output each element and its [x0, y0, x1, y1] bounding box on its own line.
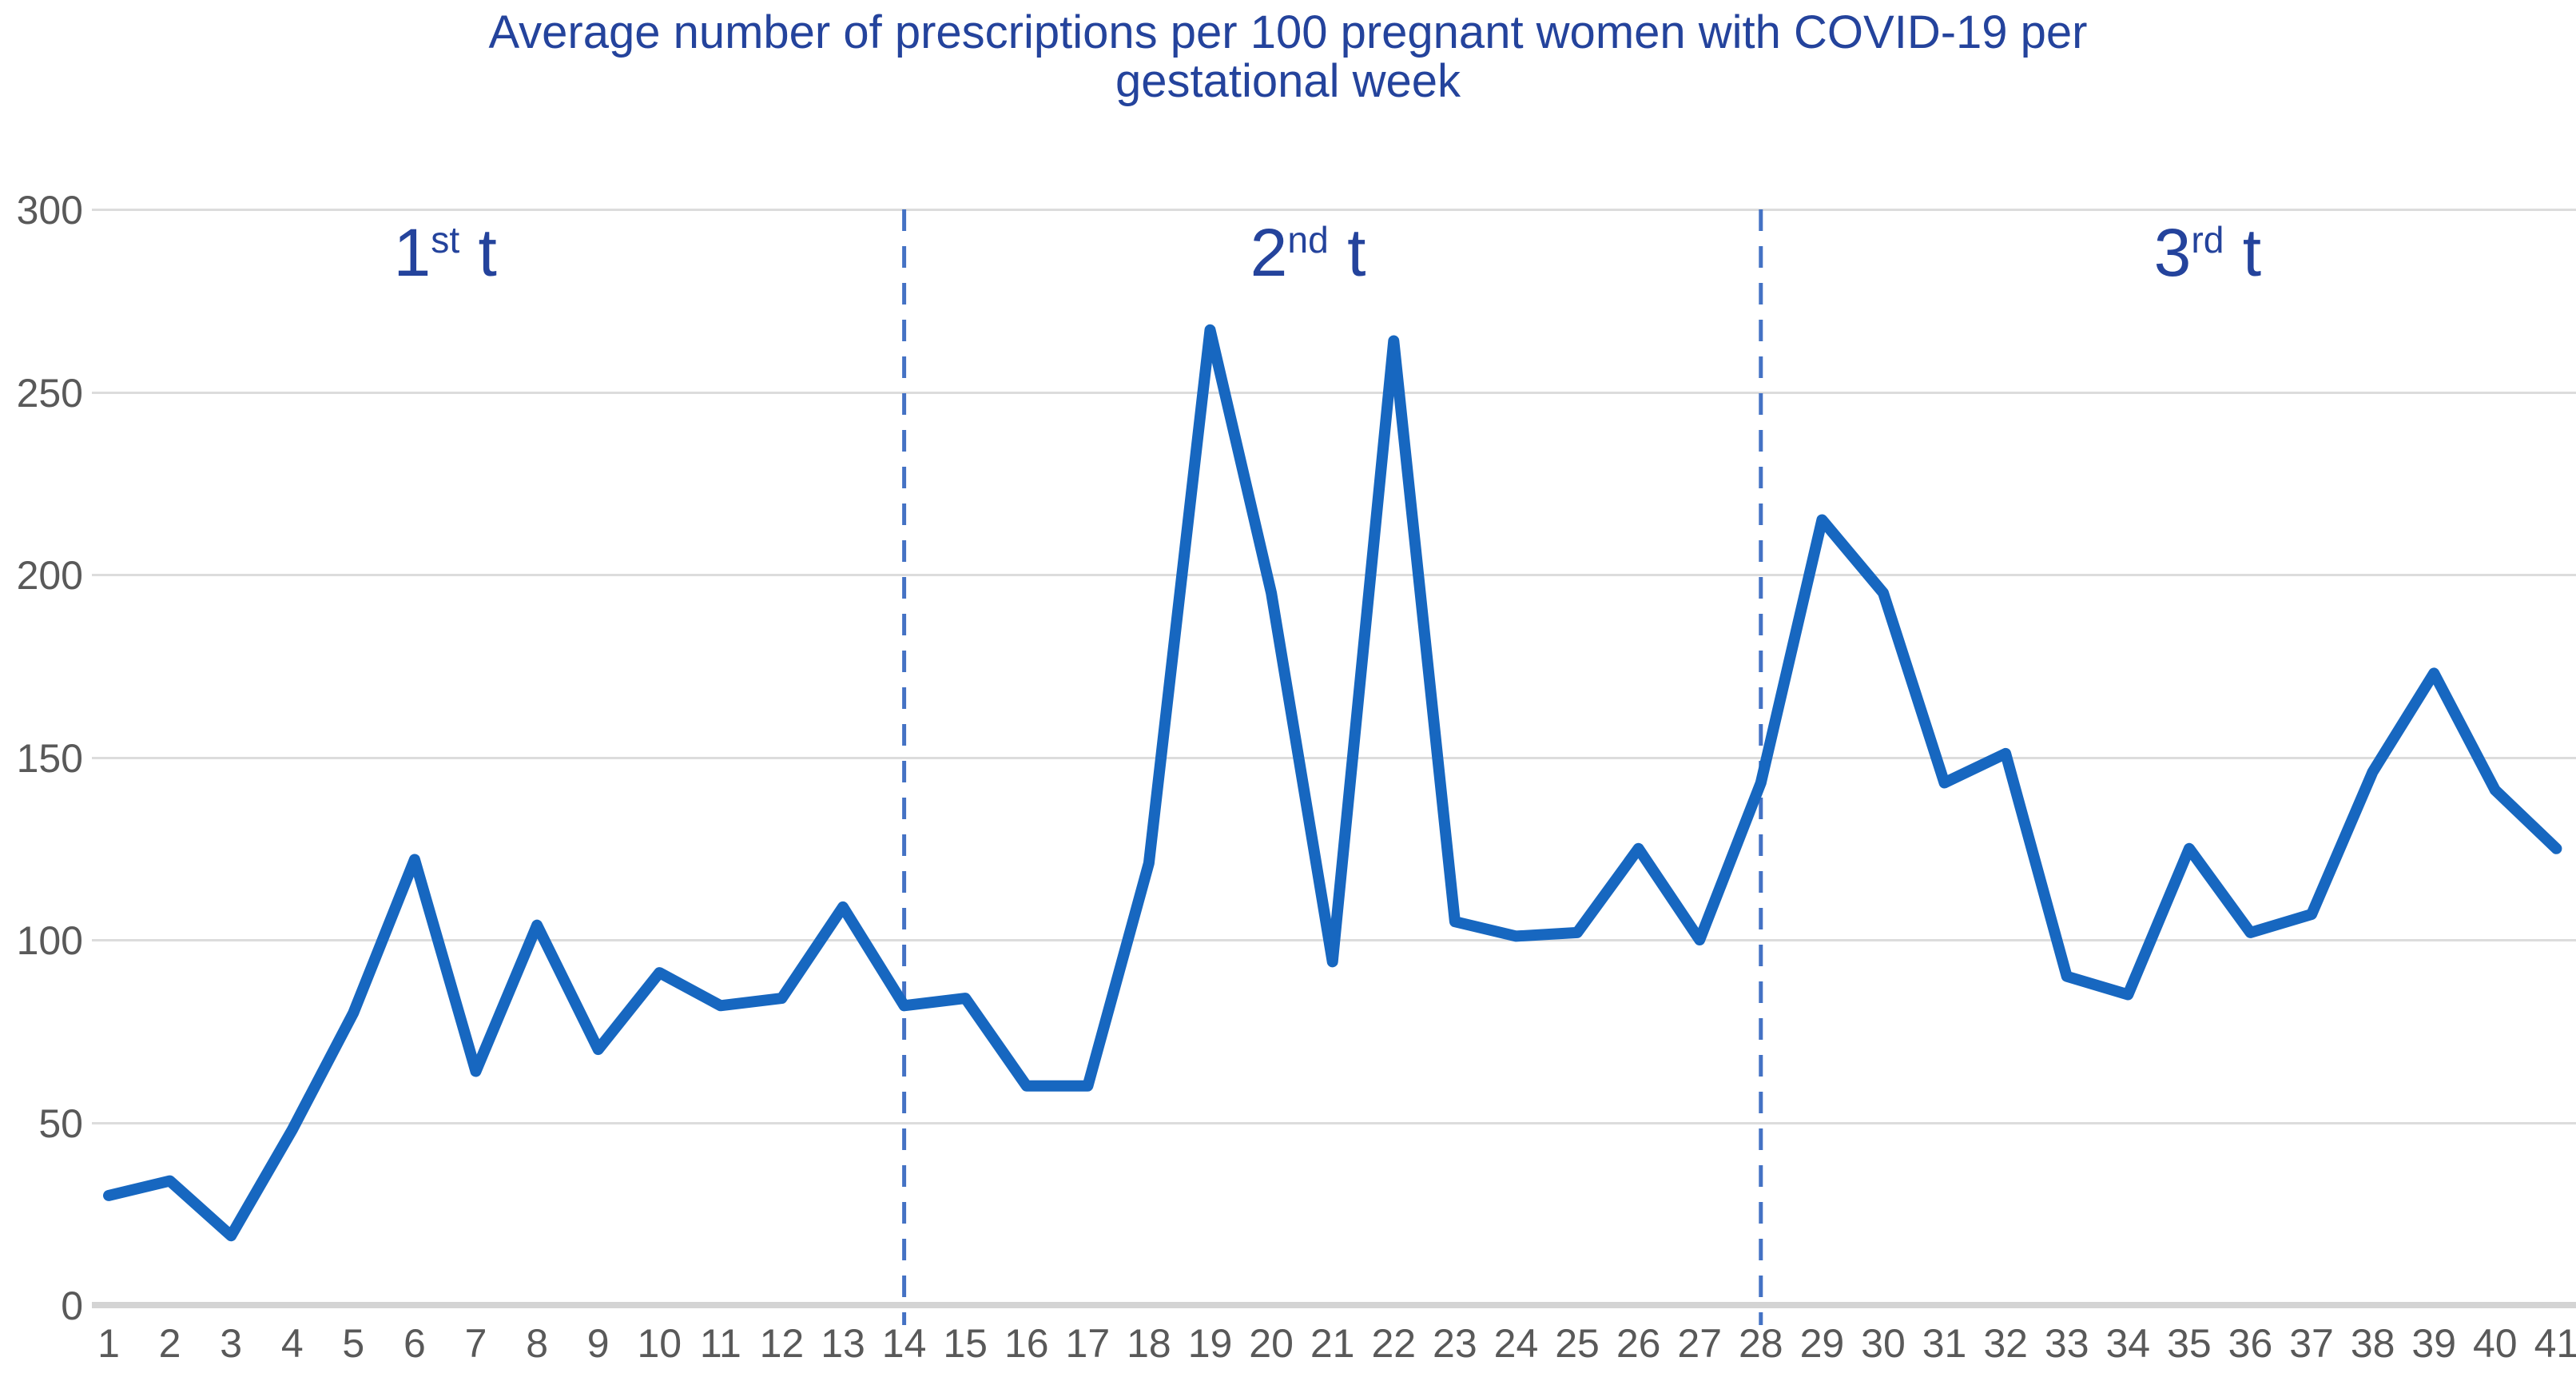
x-tick-label-9: 9: [586, 1321, 610, 1366]
x-tick-label-19: 19: [1187, 1321, 1233, 1366]
trimester-label-2: 2nd t: [1250, 215, 1366, 290]
y-tick-label-0: 0: [61, 1284, 83, 1328]
x-tick-label-15: 15: [943, 1321, 988, 1366]
x-tick-label-17: 17: [1065, 1321, 1111, 1366]
x-tick-label-22: 22: [1371, 1321, 1417, 1366]
x-tick-label-38: 38: [2350, 1321, 2395, 1366]
gridline-150: [92, 756, 2576, 759]
x-tick-label-21: 21: [1310, 1321, 1355, 1366]
y-tick-label-200: 200: [16, 553, 83, 598]
x-tick-label-8: 8: [526, 1321, 548, 1366]
x-tick-label-2: 2: [158, 1321, 181, 1366]
x-tick-label-23: 23: [1433, 1321, 1477, 1366]
x-tick-label-26: 26: [1616, 1321, 1661, 1366]
trimester-divider-lines: [902, 209, 1763, 1325]
x-tick-label-11: 11: [699, 1321, 741, 1366]
y-tick-label-300: 300: [16, 188, 83, 233]
x-tick-label-13: 13: [821, 1321, 865, 1366]
x-tick-label-12: 12: [759, 1321, 805, 1366]
x-tick-label-20: 20: [1249, 1321, 1294, 1366]
y-tick-label-50: 50: [38, 1100, 83, 1146]
x-tick-label-40: 40: [2473, 1321, 2518, 1366]
x-tick-label-39: 39: [2411, 1321, 2457, 1366]
chart-title: Average number of prescriptions per 100 …: [0, 8, 2576, 106]
x-tick-label-25: 25: [1555, 1321, 1600, 1366]
x-tick-label-28: 28: [1738, 1321, 1783, 1366]
x-tick-label-27: 27: [1677, 1321, 1723, 1366]
chart-title-line1: Average number of prescriptions per 100 …: [488, 6, 2088, 58]
x-tick-label-36: 36: [2228, 1321, 2273, 1366]
x-tick-label-14: 14: [881, 1321, 927, 1366]
x-tick-label-5: 5: [342, 1321, 365, 1366]
x-tick-label-33: 33: [2044, 1321, 2089, 1366]
gridline-200: [92, 574, 2576, 576]
gridline-50: [92, 1121, 2576, 1124]
x-tick-label-32: 32: [1983, 1321, 2028, 1366]
x-tick-label-10: 10: [637, 1321, 682, 1366]
x-axis-line: [92, 1302, 2576, 1308]
x-tick-label-35: 35: [2167, 1321, 2212, 1366]
trimester-label-3: 3rd t: [2153, 215, 2262, 290]
x-tick-label-6: 6: [403, 1321, 426, 1366]
x-tick-label-3: 3: [220, 1321, 243, 1366]
gridline-250: [92, 391, 2576, 394]
prescriptions-series-line: [103, 324, 2562, 1242]
y-tick-label-250: 250: [16, 370, 83, 416]
trimester-label-1: 1st t: [393, 215, 497, 290]
x-tick-label-24: 24: [1493, 1321, 1539, 1366]
x-tick-label-4: 4: [280, 1321, 304, 1366]
x-tick-label-30: 30: [1861, 1321, 1906, 1366]
x-tick-label-16: 16: [1004, 1321, 1049, 1366]
x-tick-label-7: 7: [464, 1321, 487, 1366]
gridline-300: [92, 209, 2576, 211]
x-tick-label-41: 41: [2534, 1321, 2576, 1366]
y-tick-label-100: 100: [16, 918, 83, 963]
x-tick-label-29: 29: [1799, 1321, 1845, 1366]
x-tick-label-37: 37: [2289, 1321, 2334, 1366]
x-tick-label-18: 18: [1127, 1321, 1171, 1366]
chart-title-line2: gestational week: [1115, 55, 1461, 108]
y-tick-label-150: 150: [16, 735, 83, 781]
x-tick-label-1: 1: [97, 1321, 120, 1366]
x-tick-label-34: 34: [2105, 1321, 2151, 1366]
x-tick-label-31: 31: [1922, 1321, 1967, 1366]
